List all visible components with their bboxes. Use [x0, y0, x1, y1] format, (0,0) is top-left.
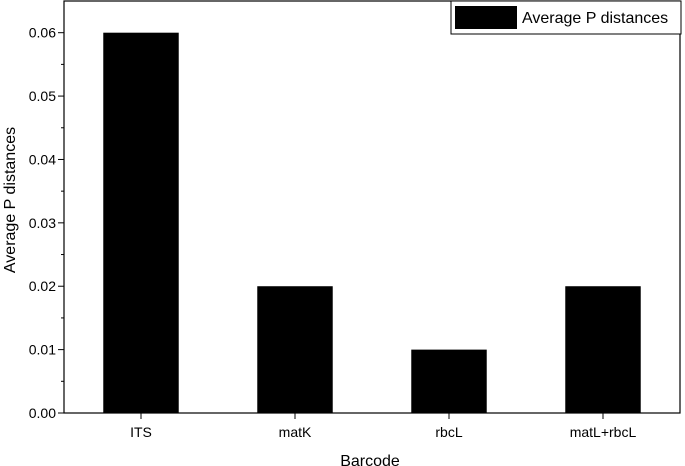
- bar-matL+rbcL: [565, 286, 641, 413]
- y-tick-label: 0.04: [29, 151, 56, 167]
- y-tick-label: 0.06: [29, 25, 56, 41]
- plot-frame: [63, 0, 681, 414]
- x-tick-label: rbcL: [435, 424, 462, 440]
- y-tick-label: 0.05: [29, 88, 56, 104]
- y-axis: 0.00 0.01 0.02 0.03 0.04 0.05 0.06: [29, 25, 64, 421]
- legend: Average P distances: [450, 0, 682, 35]
- legend-swatch: [455, 6, 517, 29]
- bar-matK: [257, 286, 333, 413]
- plot-area: [63, 0, 681, 414]
- x-axis: ITS matK rbcL matL+rbcL: [130, 413, 636, 440]
- x-tick-label: ITS: [130, 424, 152, 440]
- y-tick-label: 0.03: [29, 215, 56, 231]
- x-tick-label: matL+rbcL: [570, 424, 637, 440]
- y-tick-label: 0.02: [29, 278, 56, 294]
- bars: [103, 32, 641, 413]
- bar-rbcL: [411, 349, 487, 413]
- x-tick-label: matK: [279, 424, 312, 440]
- bar-ITS: [103, 32, 179, 413]
- y-axis-title: Average P distances: [2, 127, 19, 273]
- y-tick-label: 0.00: [29, 405, 56, 421]
- y-tick-label: 0.01: [29, 342, 56, 358]
- x-axis-title: Barcode: [340, 453, 400, 466]
- legend-label: Average P distances: [522, 10, 668, 27]
